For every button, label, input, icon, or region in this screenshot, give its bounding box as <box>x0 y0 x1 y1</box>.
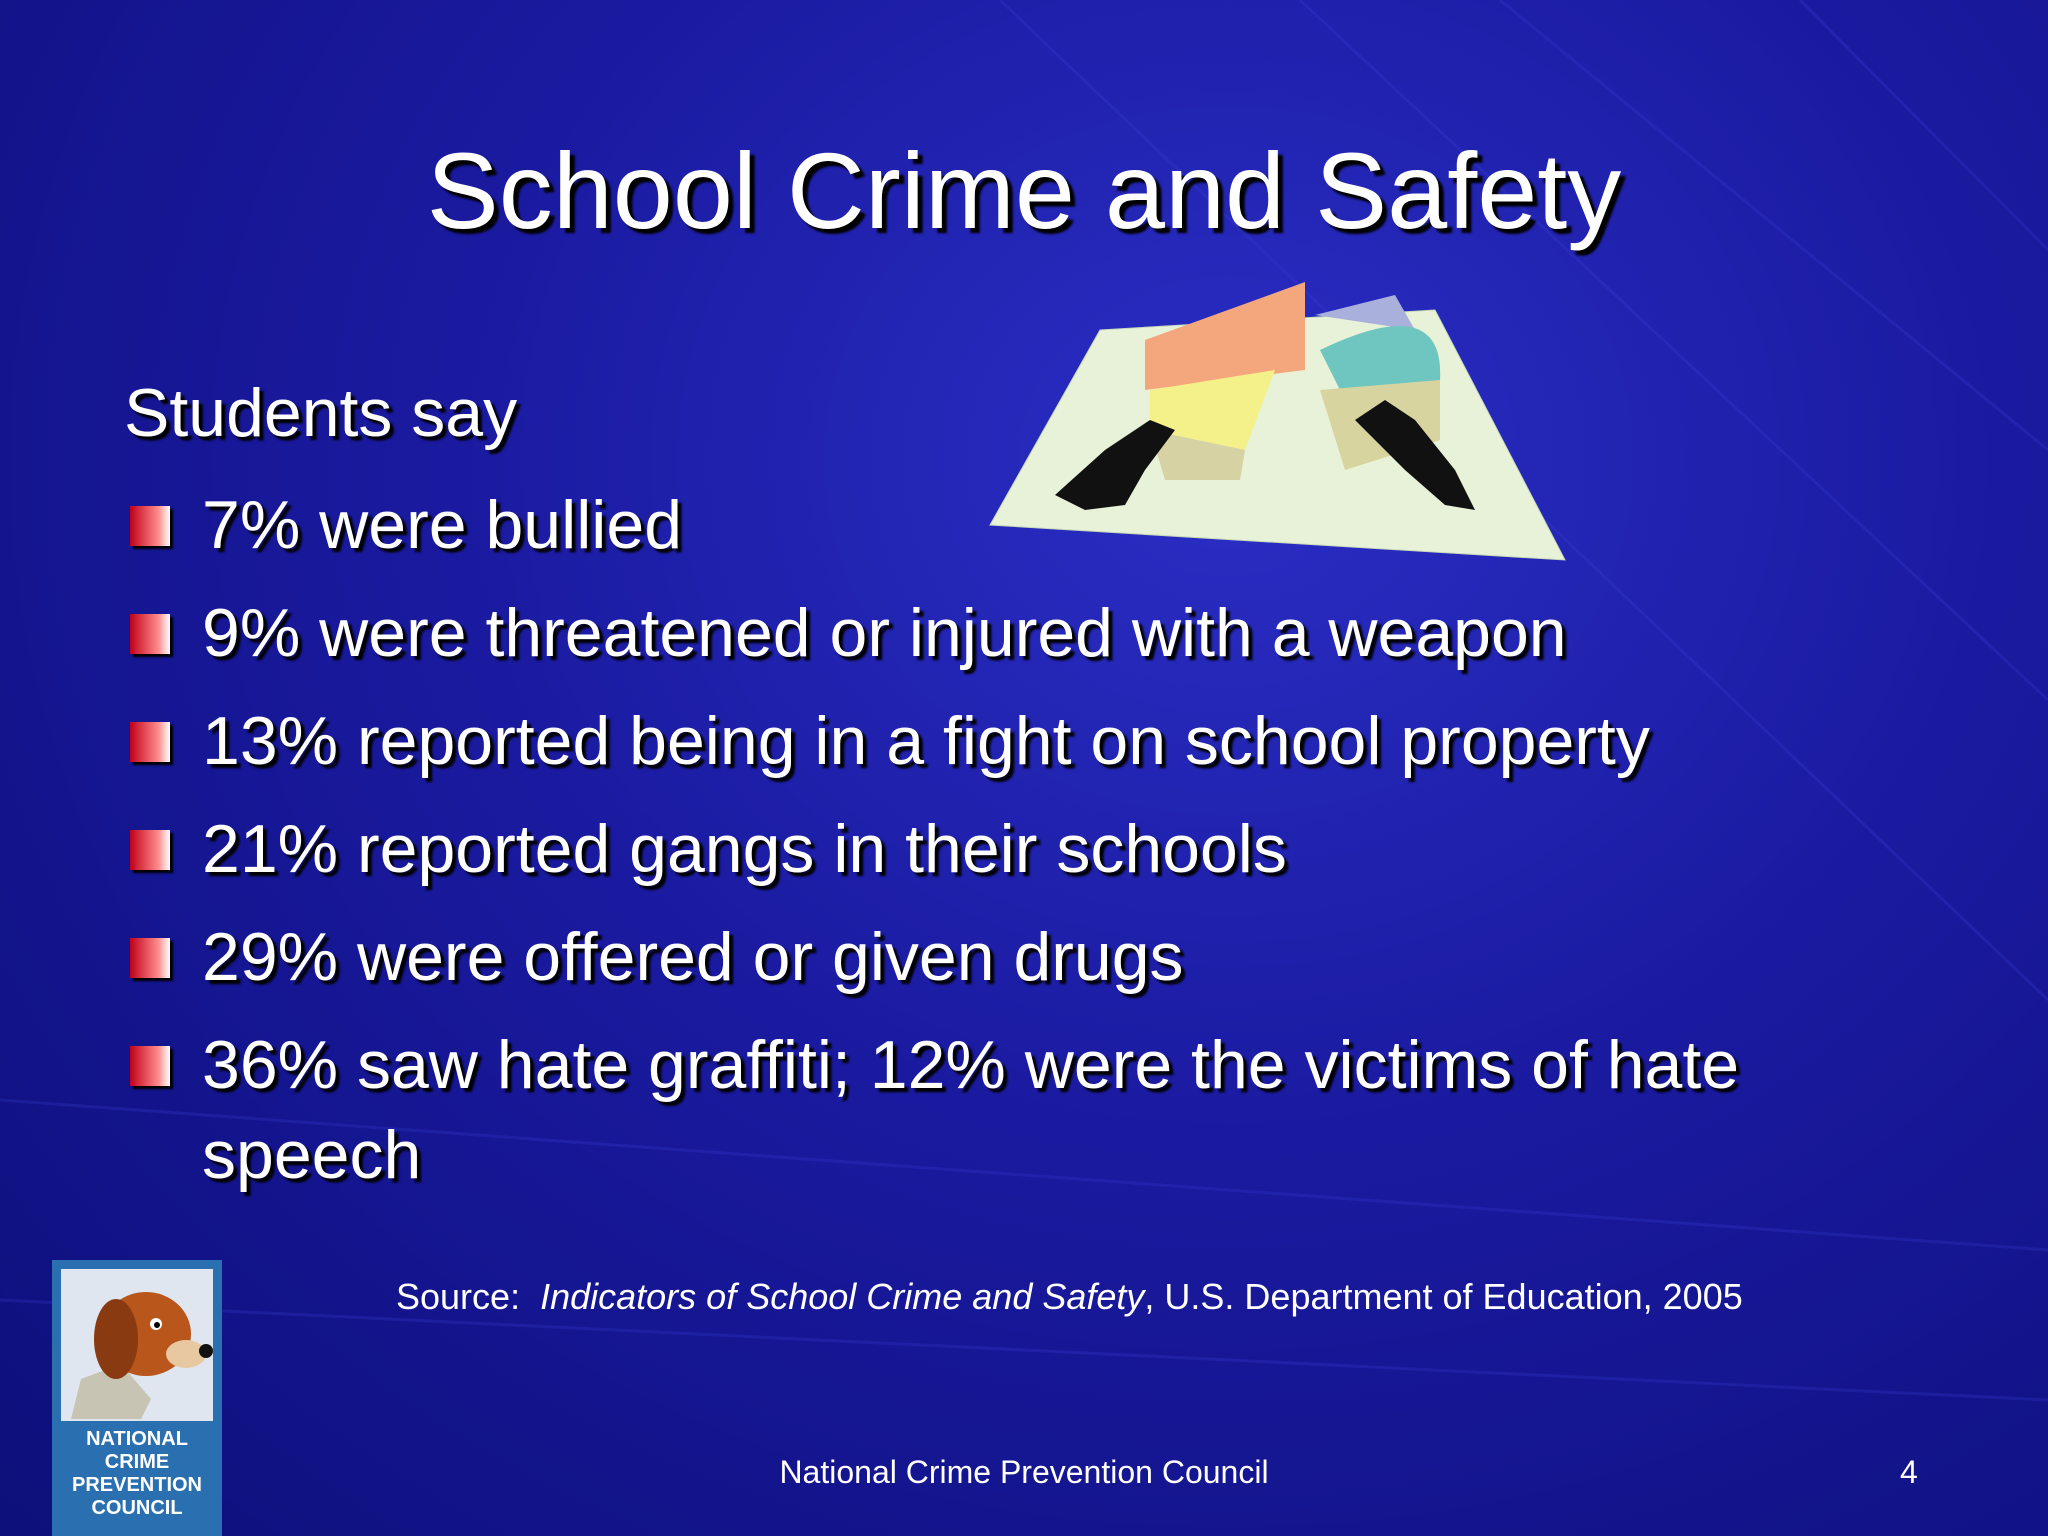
logo-dog <box>61 1269 213 1421</box>
slide-title: School Crime and Safety <box>426 130 1622 251</box>
logo-line: PREVENTION <box>71 1474 203 1496</box>
source-work: Indicators of School Crime and Safety <box>540 1276 1145 1317</box>
bullet-item: 7% were bullied <box>128 480 1962 570</box>
page-number: 4 <box>1900 1454 1918 1490</box>
bullet-marker <box>130 830 170 870</box>
source-prefix: Source: <box>396 1276 521 1317</box>
bullet-marker <box>130 722 170 762</box>
bullet-marker <box>130 938 170 978</box>
logo-text: NATIONAL CRIME PREVENTION COUNCIL <box>52 1428 222 1520</box>
source-rest: , U.S. Department of Education, 2005 <box>1144 1276 1743 1317</box>
bullet-text: 9% were threatened or injured with a wea… <box>202 595 1567 671</box>
bullet-marker <box>130 614 170 654</box>
bullet-item: 36% saw hate graffiti; 12% were the vict… <box>128 1020 1922 1200</box>
logo-line: NATIONAL <box>86 1428 188 1450</box>
bullet-item: 13% reported being in a fight on school … <box>128 696 1962 786</box>
bullet-text: 7% were bullied <box>202 487 683 563</box>
bullet-item: 21% reported gangs in their schools <box>128 804 1962 894</box>
bullet-text: 13% reported being in a fight on school … <box>202 703 1650 779</box>
logo-line: COUNCIL <box>91 1497 183 1519</box>
logo: NATIONAL CRIME PREVENTION COUNCIL <box>52 1260 222 1536</box>
bullet-list: 7% were bullied 9% were threatened or in… <box>128 480 1928 1218</box>
bullet-item: 29% were offered or given drugs <box>128 912 1962 1002</box>
footer-text: National Crime Prevention Council <box>779 1454 1269 1490</box>
logo-line: CRIME <box>104 1451 170 1473</box>
pie-clipart <box>989 282 1566 561</box>
bullet-marker <box>130 506 170 546</box>
bullet-item: 9% were threatened or injured with a wea… <box>128 588 1962 678</box>
bullet-text: 21% reported gangs in their schools <box>202 811 1287 887</box>
bullet-text: 29% were offered or given drugs <box>202 919 1184 995</box>
source-note: Source: Indicators of School Crime and S… <box>396 1276 1743 1318</box>
intro-text: Students say <box>124 375 518 451</box>
bullet-text: 36% saw hate graffiti; 12% were the vict… <box>202 1027 1740 1193</box>
bullet-marker <box>130 1046 170 1086</box>
